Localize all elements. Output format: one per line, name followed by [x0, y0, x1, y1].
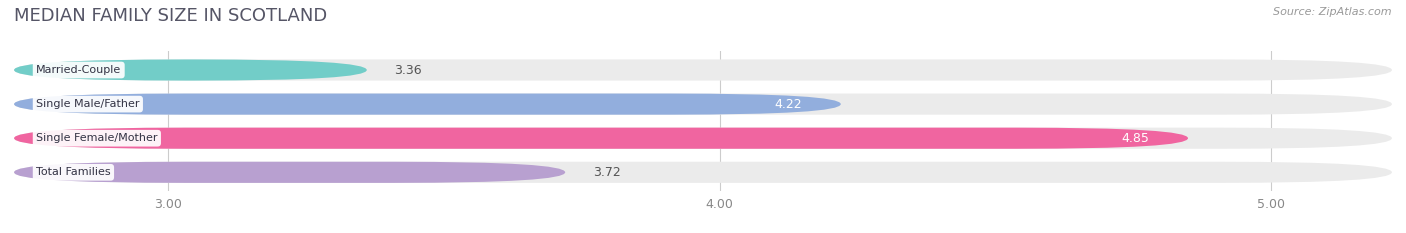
FancyBboxPatch shape — [14, 162, 565, 183]
FancyBboxPatch shape — [14, 59, 367, 81]
Text: Source: ZipAtlas.com: Source: ZipAtlas.com — [1274, 7, 1392, 17]
FancyBboxPatch shape — [14, 93, 1392, 115]
Text: 4.85: 4.85 — [1122, 132, 1150, 145]
FancyBboxPatch shape — [14, 59, 1392, 81]
Text: Total Families: Total Families — [37, 167, 111, 177]
Text: MEDIAN FAMILY SIZE IN SCOTLAND: MEDIAN FAMILY SIZE IN SCOTLAND — [14, 7, 328, 25]
Text: 3.36: 3.36 — [394, 64, 422, 76]
Text: Single Female/Mother: Single Female/Mother — [37, 133, 157, 143]
FancyBboxPatch shape — [14, 93, 841, 115]
FancyBboxPatch shape — [14, 128, 1188, 149]
Text: 3.72: 3.72 — [593, 166, 620, 179]
Text: Single Male/Father: Single Male/Father — [37, 99, 139, 109]
Text: 4.22: 4.22 — [775, 98, 803, 111]
FancyBboxPatch shape — [14, 128, 1392, 149]
Text: Married-Couple: Married-Couple — [37, 65, 121, 75]
FancyBboxPatch shape — [14, 162, 1392, 183]
